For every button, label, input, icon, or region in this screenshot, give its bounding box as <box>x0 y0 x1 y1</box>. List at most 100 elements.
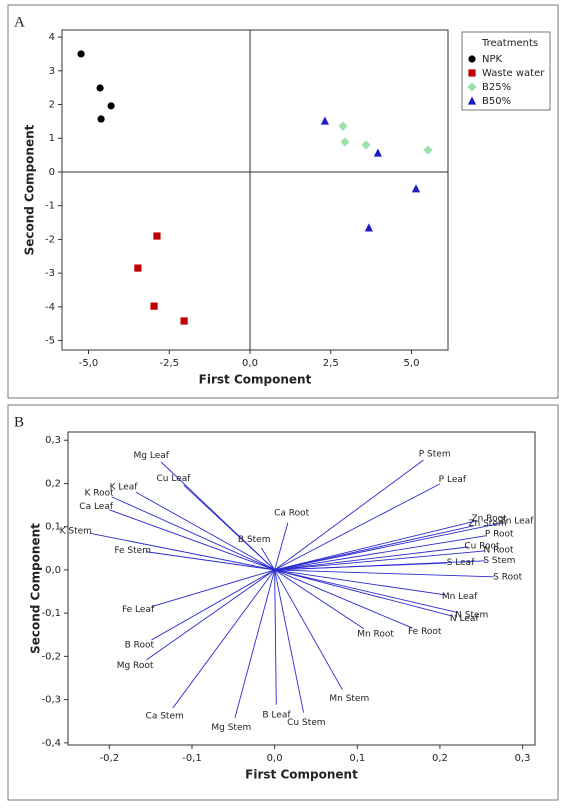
vector-label: Fe Root <box>408 627 442 637</box>
y-tick-label: 3 <box>49 66 55 77</box>
point <box>153 232 161 240</box>
y-tick-label: 2 <box>49 100 55 111</box>
vector-label: N Leaf <box>450 614 480 624</box>
loading-vector <box>151 569 275 608</box>
panel-frame <box>7 4 559 399</box>
y-tick-label: 0,0 <box>45 565 61 576</box>
y-tick-label: -1 <box>45 201 55 212</box>
vector-label: S Root <box>493 573 522 583</box>
vector-label: K Stem <box>60 527 92 537</box>
x-tick-label: 2,5 <box>323 358 339 369</box>
point <box>150 302 158 310</box>
vector-label: B Root <box>125 640 155 650</box>
loading-vector <box>274 483 441 571</box>
vector-label: P Leaf <box>439 475 467 485</box>
loading-vector <box>146 569 275 661</box>
y-tick-label: 0,1 <box>45 522 61 533</box>
loading-vector <box>274 525 474 571</box>
x-tick-label: -2,5 <box>159 358 179 369</box>
legend-label: Waste water <box>482 68 545 79</box>
vector-label: Fe Stem <box>114 546 151 556</box>
point <box>423 145 433 155</box>
loading-vector <box>274 569 365 630</box>
loading-vector <box>274 459 424 571</box>
loading-vector <box>274 535 486 571</box>
plot-area <box>61 29 449 351</box>
y-tick-label: 4 <box>49 32 55 43</box>
vector-label: N Stem <box>455 610 488 620</box>
x-tick-label: 0,3 <box>515 753 531 764</box>
legend-marker <box>467 96 477 105</box>
loading-vector <box>274 522 289 571</box>
point <box>97 115 105 123</box>
panel-label: B <box>14 414 24 430</box>
vector-label: N Root <box>484 545 514 555</box>
loading-vector <box>274 522 503 571</box>
x-tick-label: 0,0 <box>242 358 258 369</box>
point <box>340 137 350 147</box>
vector-label: Cu Leaf <box>157 474 192 484</box>
panel-frame <box>7 404 559 801</box>
y-tick-label: 1 <box>49 133 55 144</box>
legend-title: Treatments <box>481 38 538 49</box>
vector-label: Mg Stem <box>211 723 251 733</box>
vector-label: Ca Stem <box>146 711 184 721</box>
point <box>180 317 188 325</box>
loading-vector <box>234 569 276 718</box>
y-tick-label: -0,1 <box>41 608 61 619</box>
vector-label: Ca Leaf <box>79 502 114 512</box>
legend-label: B25% <box>482 82 511 93</box>
loading-vector <box>274 520 476 571</box>
legend-marker <box>468 55 476 63</box>
vector-label: Fe Leaf <box>122 605 155 615</box>
loading-vector <box>274 569 277 705</box>
loading-vector <box>151 569 275 641</box>
y-tick-label: -0,2 <box>41 651 61 662</box>
vector-label: P Root <box>485 530 514 540</box>
loading-vector <box>274 550 485 571</box>
y-tick-label: 0,2 <box>45 478 61 489</box>
x-axis-label: First Component <box>199 373 312 387</box>
y-tick-label: 0,3 <box>45 435 61 446</box>
point <box>361 140 371 150</box>
loading-vector <box>274 569 459 614</box>
legend-label: NPK <box>482 54 503 65</box>
loading-vector <box>172 569 275 709</box>
loading-vector <box>274 569 494 578</box>
vector-label: Mn Root <box>357 630 394 640</box>
point <box>373 148 383 157</box>
y-tick-label: -0,3 <box>41 695 61 706</box>
vector-label: B Leaf <box>262 710 291 720</box>
loading-vector <box>135 491 275 571</box>
panel-label: A <box>14 14 25 30</box>
vector-label: B Stem <box>238 535 271 545</box>
loading-vector <box>89 532 275 571</box>
y-tick-label: 0 <box>49 167 55 178</box>
x-tick-label: -0,2 <box>100 753 120 764</box>
loading-vector <box>274 569 413 629</box>
loading-vector <box>274 569 305 713</box>
vector-label: K Leaf <box>110 483 139 493</box>
loading-vector <box>109 509 275 571</box>
y-tick-label: -0,4 <box>41 738 61 749</box>
point <box>411 184 421 193</box>
loading-vector <box>183 484 275 571</box>
point <box>134 264 142 272</box>
y-tick-label: -4 <box>45 302 55 313</box>
point <box>364 223 373 232</box>
x-tick-label: 0,1 <box>349 753 365 764</box>
vector-label: K Root <box>84 488 114 498</box>
x-tick-label: 5,0 <box>404 358 420 369</box>
loading-vector <box>261 547 276 571</box>
loading-vector <box>274 560 486 571</box>
loading-vector <box>274 569 451 617</box>
vector-label: Mg Leaf <box>134 451 170 461</box>
vector-label: Mn Leaf <box>442 592 478 602</box>
vector-label: Cu Root <box>464 541 500 551</box>
vector-label: Cu Stem <box>287 718 325 728</box>
y-tick-label: -5 <box>45 336 55 347</box>
vector-label: Ca Root <box>274 509 310 519</box>
x-tick-label: 0,0 <box>267 753 283 764</box>
